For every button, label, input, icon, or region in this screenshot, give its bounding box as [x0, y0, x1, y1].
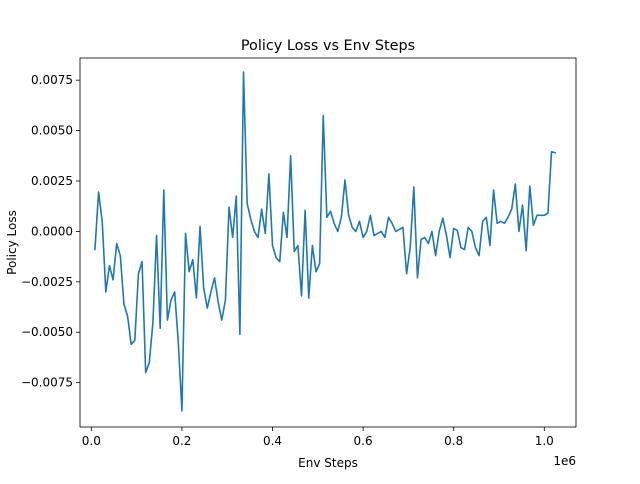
- y-axis-label: Policy Loss: [5, 210, 19, 275]
- x-tick-label: 0.8: [444, 434, 463, 448]
- y-tick-label: −0.0050: [21, 325, 73, 339]
- x-tick-label: 0.4: [263, 434, 282, 448]
- x-tick-label: 0.2: [172, 434, 191, 448]
- x-axis-offset-text: 1e6: [553, 454, 576, 468]
- chart-title: Policy Loss vs Env Steps: [241, 38, 415, 54]
- series-line: [94, 71, 557, 412]
- x-axis: 0.0 0.2 0.4 0.6 0.8 1.0: [82, 427, 554, 448]
- x-tick-label: 0.6: [354, 434, 373, 448]
- y-tick-label: 0.0050: [31, 124, 73, 138]
- x-tick-label: 1.0: [535, 434, 554, 448]
- y-tick-label: −0.0025: [21, 275, 73, 289]
- y-tick-label: 0.0025: [31, 174, 73, 188]
- axes-frame: [79, 57, 577, 428]
- y-tick-label: 0.0000: [31, 224, 73, 238]
- y-tick-label: −0.0075: [21, 376, 73, 390]
- x-tick-label: 0.0: [82, 434, 101, 448]
- y-axis: −0.0075 −0.0050 −0.0025 0.0000 0.0025 0.0050 0…: [21, 73, 80, 390]
- x-axis-label: Env Steps: [298, 456, 358, 470]
- plot-area: [94, 71, 557, 412]
- y-tick-label: 0.0075: [31, 73, 73, 87]
